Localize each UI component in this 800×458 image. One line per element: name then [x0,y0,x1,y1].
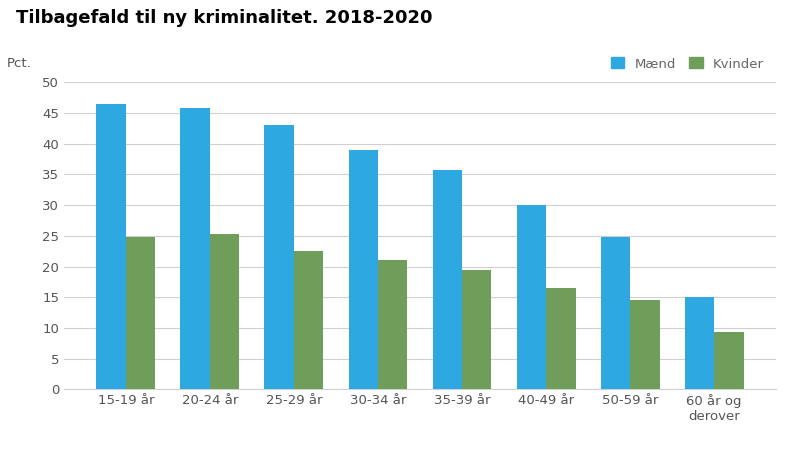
Bar [433,170,462,389]
Bar [517,205,546,389]
Bar [181,108,210,389]
Legend: Mænd, Kvinder: Mænd, Kvinder [606,52,770,76]
Text: Tilbagefald til ny kriminalitet. 2018-2020: Tilbagefald til ny kriminalitet. 2018-20… [16,10,433,27]
Bar [349,150,378,389]
Bar [210,234,239,389]
Bar [126,237,155,389]
Bar [378,261,407,389]
Bar [294,251,323,389]
Bar [265,125,294,389]
Bar [601,237,630,389]
Bar [685,297,714,389]
Bar [462,270,491,389]
Bar [630,300,659,389]
Bar [546,288,575,389]
Text: Pct.: Pct. [7,57,32,70]
Bar [96,104,126,389]
Bar [714,332,744,389]
